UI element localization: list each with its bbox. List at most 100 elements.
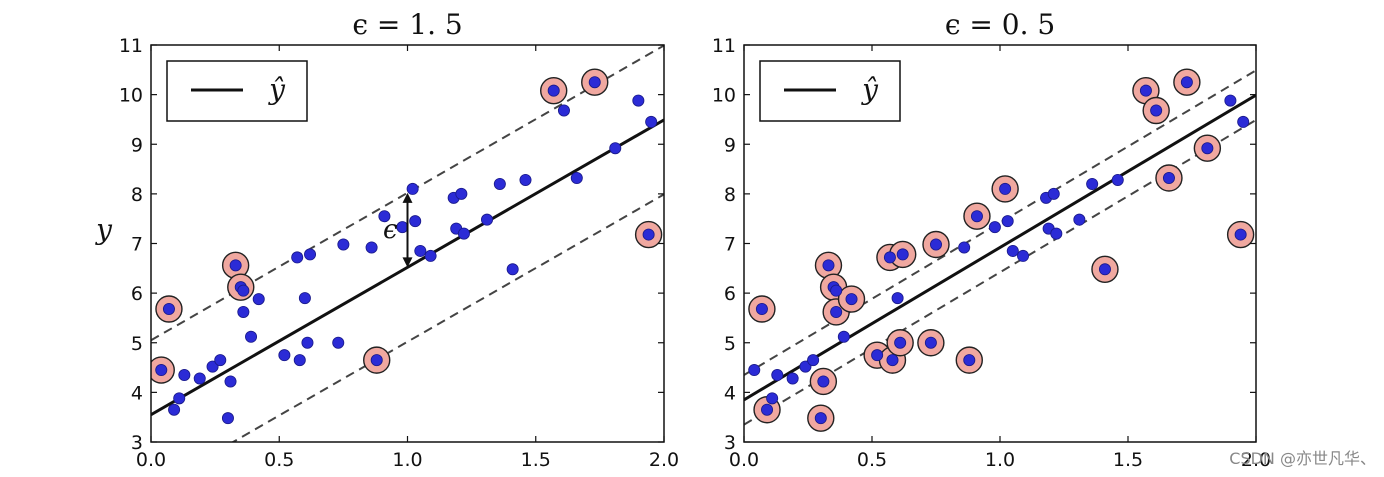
x-tick-label: 1.0 [985, 449, 1015, 471]
y-axis-label: y [94, 213, 113, 246]
data-point [1017, 249, 1030, 262]
y-tick-label: 6 [131, 283, 143, 305]
data-point [221, 412, 234, 425]
data-point [822, 259, 835, 272]
data-point [155, 364, 168, 377]
y-tick-label: 11 [119, 35, 143, 57]
plot-area [151, 45, 664, 442]
data-point [1098, 263, 1111, 276]
data-point [786, 372, 799, 385]
data-point [988, 221, 1001, 234]
data-point [278, 349, 291, 362]
legend-label: ŷ [860, 73, 879, 106]
data-point [642, 228, 655, 241]
x-tick-label: 0.0 [136, 449, 166, 471]
data-point [1050, 227, 1063, 240]
data-point [1001, 215, 1014, 228]
data-point [237, 305, 250, 318]
y-tick-label: 11 [712, 35, 736, 57]
watermark: CSDN @亦世凡华、 [1229, 449, 1376, 468]
data-point [457, 227, 470, 240]
data-point [481, 213, 494, 226]
y-tick-label: 6 [724, 283, 736, 305]
data-point [519, 173, 532, 186]
data-point [229, 259, 242, 272]
y-tick-label: 9 [724, 134, 736, 156]
data-point [570, 171, 583, 184]
x-tick-label: 1.5 [521, 449, 551, 471]
data-point [1073, 213, 1086, 226]
data-point [894, 336, 907, 349]
y-tick-label: 7 [724, 234, 736, 256]
data-point [930, 238, 943, 251]
data-point [1162, 171, 1175, 184]
data-point [547, 84, 560, 97]
data-point [830, 284, 843, 297]
x-tick-label: 0.5 [857, 449, 887, 471]
data-point [252, 293, 265, 306]
data-point [963, 354, 976, 367]
data-point [245, 330, 258, 343]
y-tick-label: 9 [131, 134, 143, 156]
data-point [1047, 187, 1060, 200]
chart-panel-epsilon-0-5: 0.0 0.5 1.0 1.5 2.0 3 4 5 6 7 8 9 10 11 ϵ = 0. 5 ŷ [712, 8, 1271, 471]
data-point [406, 182, 419, 195]
data-point [162, 303, 175, 316]
data-point [557, 104, 570, 117]
data-point [332, 336, 345, 349]
chart-panel-epsilon-1-5: ϵ 0.0 0.5 1.0 1.5 2.0 3 4 5 6 7 8 9 10 11 ϵ = 1. 5 y ŷ [94, 8, 679, 471]
data-point [814, 412, 827, 425]
data-point [337, 238, 350, 251]
data-point [924, 336, 937, 349]
data-point [178, 369, 191, 382]
data-point [293, 354, 306, 367]
prediction-line [744, 93, 1256, 402]
y-tick-label: 8 [131, 184, 143, 206]
data-point [173, 392, 186, 405]
data-point [807, 354, 820, 367]
data-point [830, 305, 843, 318]
x-tick-label: 0.5 [264, 449, 294, 471]
epsilon-annotation-label: ϵ [383, 215, 398, 245]
data-point [632, 94, 645, 107]
data-point [645, 115, 658, 128]
data-point [1111, 173, 1124, 186]
data-point [766, 392, 779, 405]
y-tick-label: 5 [724, 333, 736, 355]
x-tick-label: 1.0 [392, 449, 422, 471]
legend-label: ŷ [267, 73, 286, 106]
data-point [845, 293, 858, 306]
data-point [301, 336, 314, 349]
x-tick-label: 2.0 [1241, 449, 1271, 471]
data-point [799, 360, 812, 373]
data-point [958, 241, 971, 254]
data-point [1201, 142, 1214, 155]
data-point [396, 221, 409, 234]
data-point [886, 354, 899, 367]
data-point [214, 354, 227, 367]
data-point [291, 251, 304, 264]
data-point [837, 330, 850, 343]
data-point [168, 403, 181, 416]
data-point [365, 241, 378, 254]
data-point [817, 375, 830, 388]
data-point [224, 375, 237, 388]
data-point [896, 248, 909, 261]
data-point [1086, 177, 1099, 190]
y-tick-label: 10 [712, 85, 736, 107]
y-tick-label: 10 [119, 85, 143, 107]
y-tick-label: 3 [131, 432, 143, 454]
data-point [493, 177, 506, 190]
data-point [237, 284, 250, 297]
data-point [871, 349, 884, 362]
data-point [1237, 115, 1250, 128]
plot-area [744, 68, 1256, 432]
data-point [771, 369, 784, 382]
data-point [1180, 76, 1193, 89]
y-tick-label: 7 [131, 234, 143, 256]
data-point [755, 303, 768, 316]
data-point [298, 292, 311, 305]
epsilon-arrow-head-down [402, 257, 413, 268]
chart-title: ϵ = 1. 5 [352, 8, 462, 41]
data-point [883, 251, 896, 264]
